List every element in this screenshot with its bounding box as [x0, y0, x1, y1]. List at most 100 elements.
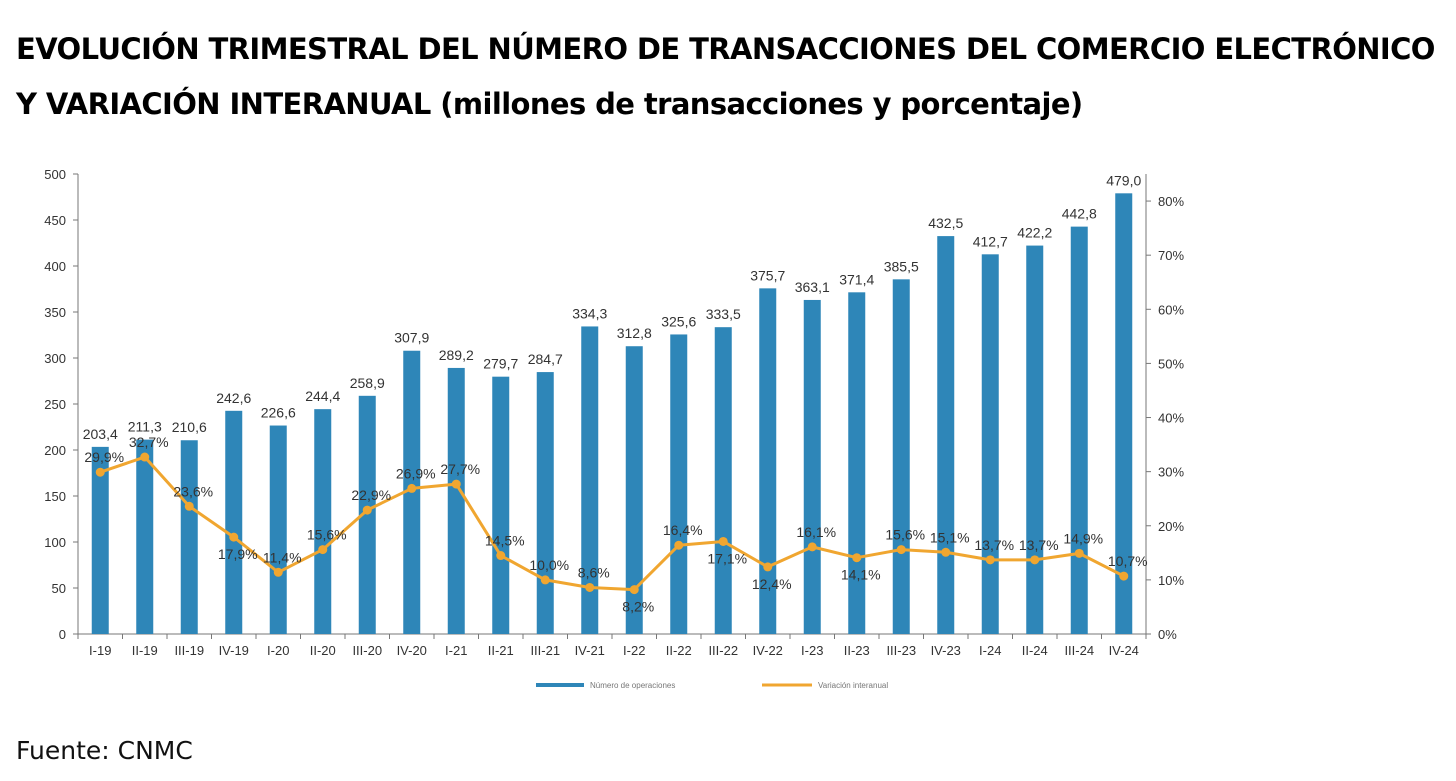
bar: [136, 439, 154, 634]
x-tick-label: II-21: [488, 643, 514, 658]
bar: [759, 288, 777, 634]
bar-value-label: 226,6: [261, 405, 296, 421]
line-point: [985, 555, 995, 565]
bar-value-label: 325,6: [661, 313, 696, 329]
bar-value-label: 479,0: [1106, 172, 1141, 188]
line-point: [852, 553, 862, 563]
line-series: [95, 452, 1129, 595]
y-left-tick-label: 100: [44, 535, 66, 550]
bar: [1115, 193, 1133, 634]
x-tick-label: II-19: [132, 643, 158, 658]
line-point: [674, 540, 684, 550]
bar: [848, 292, 866, 634]
line-value-label: 10,7%: [1108, 553, 1148, 569]
line-point: [941, 547, 951, 557]
bar-value-label: 385,5: [884, 258, 919, 274]
x-tick-label: III-23: [886, 643, 916, 658]
bar-value-label: 442,8: [1062, 206, 1097, 222]
y-right-tick-label: 20%: [1158, 519, 1184, 534]
line-point: [1119, 571, 1129, 581]
bar-value-label: 242,6: [216, 390, 251, 406]
bar-value-label: 432,5: [928, 215, 963, 231]
line-value-label: 10,0%: [529, 557, 569, 573]
x-tick-label: III-19: [174, 643, 204, 658]
line-point: [1074, 548, 1084, 558]
x-tick-label: II-20: [310, 643, 336, 658]
line-value-label: 29,9%: [84, 449, 124, 465]
line-point: [540, 575, 550, 585]
bar: [492, 376, 510, 634]
line-value-label: 13,7%: [974, 537, 1014, 553]
bar-value-label: 289,2: [439, 347, 474, 363]
line-value-label: 13,7%: [1019, 537, 1059, 553]
line-value-label: 8,6%: [578, 564, 610, 580]
x-tick-label: II-24: [1022, 643, 1048, 658]
line-point: [273, 567, 283, 577]
line-value-label: 27,7%: [440, 461, 480, 477]
bar-value-label: 363,1: [795, 279, 830, 295]
x-tick-label: IV-23: [931, 643, 961, 658]
legend-label-line: Variación interanual: [818, 681, 888, 690]
line-point: [807, 542, 817, 552]
bar: [892, 279, 910, 634]
line-value-label: 8,2%: [622, 599, 654, 615]
bar: [981, 254, 999, 634]
y-left-tick-label: 200: [44, 443, 66, 458]
line-value-label: 14,5%: [485, 533, 525, 549]
bar-series: [91, 193, 1133, 634]
line-point: [318, 545, 328, 555]
y-left-tick-label: 250: [44, 397, 66, 412]
line-point: [362, 505, 372, 515]
line-point: [184, 501, 194, 511]
line-point: [229, 532, 239, 542]
y-right-tick-label: 10%: [1158, 573, 1184, 588]
bar-value-label: 203,4: [83, 426, 118, 442]
line-value-label: 15,1%: [930, 529, 970, 545]
line-value-label: 17,9%: [218, 546, 258, 562]
line-value-label: 22,9%: [351, 487, 391, 503]
chart-legend: Número de operaciones Variación interanua…: [536, 681, 888, 690]
chart-axes: 0 50 100 150 200 250 300 350 400 450 500 0% 10% 20% 30…: [44, 167, 1184, 658]
bar-value-label: 375,7: [750, 267, 785, 283]
x-tick-label: IV-21: [575, 643, 605, 658]
x-tick-label: III-20: [352, 643, 382, 658]
bar-value-label: 284,7: [528, 351, 563, 367]
x-tick-label: IV-19: [219, 643, 249, 658]
x-tick-label: II-23: [844, 643, 870, 658]
y-right-tick-label: 70%: [1158, 248, 1184, 263]
x-tick-label: I-19: [89, 643, 111, 658]
line-point: [496, 551, 506, 561]
bar: [358, 395, 376, 634]
x-tick-label: IV-22: [753, 643, 783, 658]
y-right-tick-label: 30%: [1158, 465, 1184, 480]
line-path: [99, 455, 1125, 592]
bar-value-label: 312,8: [617, 325, 652, 341]
x-tick-label: III-24: [1064, 643, 1094, 658]
y-right-tick-label: 0%: [1158, 627, 1177, 642]
y-left-tick-label: 150: [44, 489, 66, 504]
bar: [536, 372, 554, 634]
line-value-label: 14,9%: [1063, 530, 1103, 546]
bar-value-label: 412,7: [973, 233, 1008, 249]
y-left-tick-label: 0: [59, 627, 66, 642]
line-value-label: 14,1%: [841, 567, 881, 583]
bar-value-label: 244,4: [305, 388, 340, 404]
line-value-label: 23,6%: [173, 483, 213, 499]
line-value-label: 32,7%: [129, 434, 169, 450]
line-value-label: 16,1%: [796, 524, 836, 540]
x-tick-label: II-22: [666, 643, 692, 658]
bar: [1070, 226, 1088, 634]
line-point: [407, 483, 417, 493]
bar-value-label: 371,4: [839, 271, 874, 287]
y-left-tick-label: 300: [44, 351, 66, 366]
bar: [180, 440, 198, 634]
bar-value-label: 211,3: [128, 419, 162, 435]
bar-value-label: 333,5: [706, 306, 741, 322]
line-value-label: 15,6%: [885, 527, 925, 543]
x-tick-label: I-23: [801, 643, 823, 658]
line-value-label: 15,6%: [307, 527, 347, 543]
bar-value-label: 334,3: [572, 305, 607, 321]
bar: [269, 425, 287, 634]
bar: [625, 346, 643, 634]
legend-label-bars: Número de operaciones: [590, 681, 675, 690]
